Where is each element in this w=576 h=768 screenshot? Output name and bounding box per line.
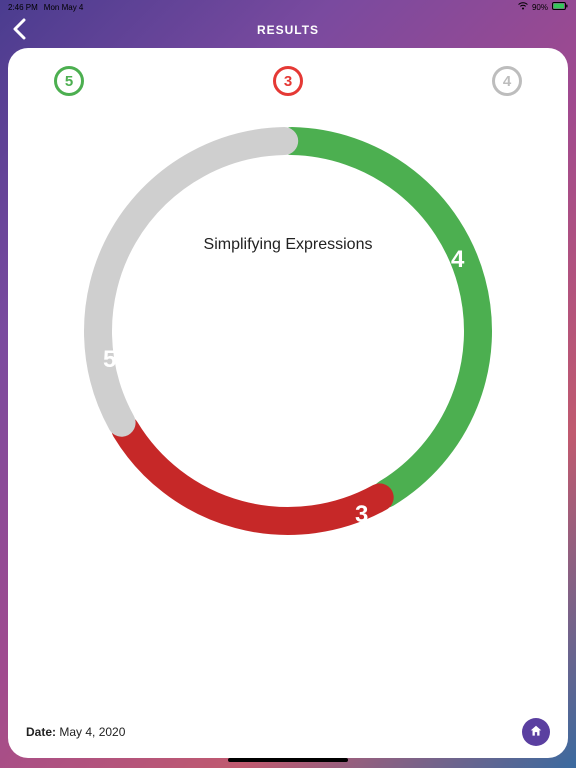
status-date: Mon May 4 xyxy=(44,3,84,12)
badge-unanswered: 4 xyxy=(492,66,522,96)
battery-icon xyxy=(552,2,568,12)
home-icon xyxy=(529,724,543,741)
badge-incorrect: 3 xyxy=(273,66,303,96)
results-donut-chart: Simplifying Expressions 5 3 4 xyxy=(73,116,503,546)
donut-segment-label: 5 xyxy=(103,346,116,374)
date-line: Date: May 4, 2020 xyxy=(26,725,125,739)
donut-segment xyxy=(125,429,379,521)
card-footer: Date: May 4, 2020 xyxy=(26,718,550,746)
donut-segment-label: 4 xyxy=(451,246,464,274)
back-button[interactable] xyxy=(12,18,26,46)
home-button[interactable] xyxy=(522,718,550,746)
chart-center-label: Simplifying Expressions xyxy=(73,236,503,254)
badge-correct: 5 xyxy=(54,66,84,96)
wifi-icon xyxy=(518,2,528,12)
status-bar: 2:46 PM Mon May 4 90% xyxy=(0,0,576,14)
nav-bar: RESULTS xyxy=(0,14,576,46)
page-title: RESULTS xyxy=(257,23,319,37)
status-time: 2:46 PM xyxy=(8,3,38,12)
results-card: 5 3 4 Simplifying Expressions 5 3 4 Date: … xyxy=(8,48,568,758)
date-value: May 4, 2020 xyxy=(59,725,125,739)
home-indicator xyxy=(228,758,348,762)
donut-segment-label: 3 xyxy=(355,501,368,529)
badge-row: 5 3 4 xyxy=(26,66,550,96)
donut-segment xyxy=(98,141,284,423)
status-battery: 90% xyxy=(532,3,548,12)
donut-segment xyxy=(292,141,478,494)
date-label: Date: xyxy=(26,725,56,739)
